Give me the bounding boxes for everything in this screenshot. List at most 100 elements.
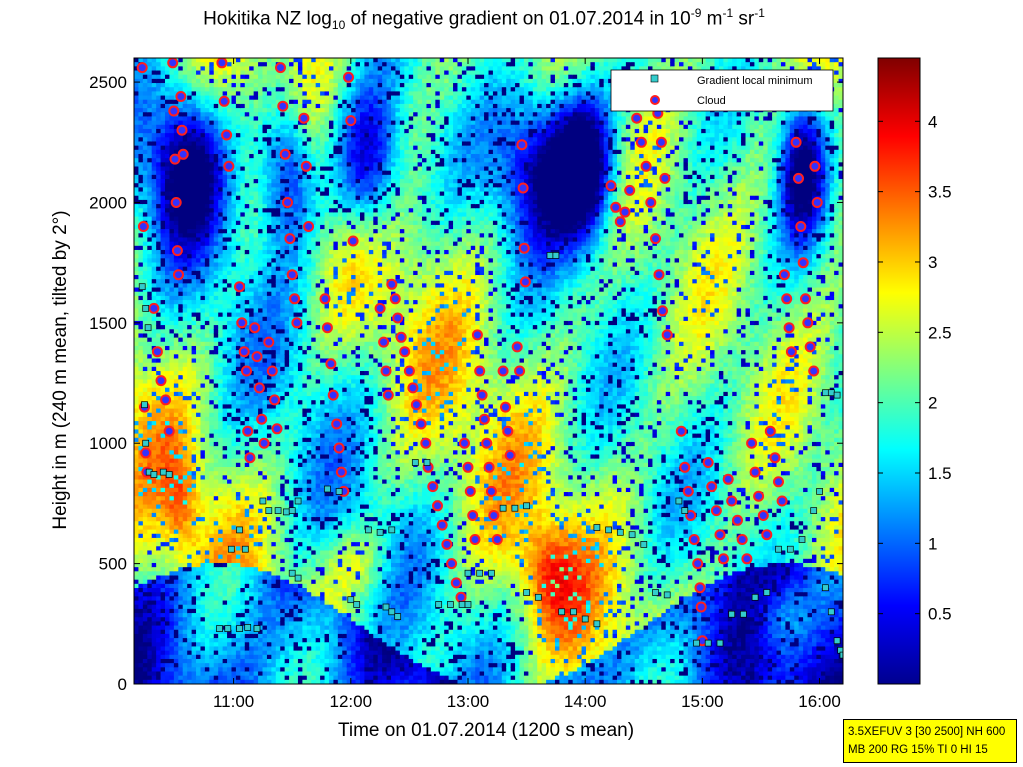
heatmap-cell (240, 675, 246, 681)
heatmap-cell (196, 329, 202, 335)
heatmap-cell (138, 533, 144, 539)
heatmap-cell (253, 475, 259, 481)
heatmap-cell (178, 237, 184, 243)
heatmap-cell (275, 638, 281, 643)
heatmap-cell (266, 492, 272, 497)
heatmap-cell (235, 191, 241, 197)
heatmap-cell (213, 650, 219, 656)
heatmap-cell (209, 537, 215, 543)
heatmap-cell (222, 667, 228, 673)
heatmap-cell (213, 658, 219, 664)
heatmap-cell (209, 58, 215, 63)
heatmap-cell (227, 588, 233, 593)
heatmap-cell (271, 579, 277, 585)
heatmap-cell (222, 466, 228, 472)
heatmap-cell (240, 137, 246, 143)
heatmap-cell (222, 337, 228, 343)
heatmap-cell (209, 304, 215, 309)
heatmap-cell (222, 638, 228, 643)
heatmap-cell (235, 379, 241, 385)
heatmap-cell (222, 316, 228, 322)
heatmap-cell (200, 312, 206, 318)
heatmap-cell (271, 504, 277, 510)
heatmap-cell (231, 325, 237, 330)
heatmap-cell (218, 483, 224, 489)
heatmap-cell (271, 650, 277, 656)
heatmap-cell (134, 120, 140, 126)
heatmap-cell (266, 675, 272, 681)
heatmap-cell (187, 621, 193, 627)
heatmap-cell (227, 208, 233, 214)
heatmap-cell (169, 396, 175, 401)
heatmap-cell (138, 638, 144, 643)
heatmap-cell (231, 421, 237, 426)
heatmap-cell (227, 667, 233, 673)
heatmap-cell (187, 646, 193, 652)
heatmap-cell (156, 517, 162, 522)
heatmap-cell (160, 596, 166, 602)
heatmap-cell (138, 300, 144, 305)
heatmap-cell (169, 575, 175, 581)
heatmap-cell (204, 671, 210, 677)
heatmap-cell (244, 554, 250, 560)
heatmap-cell (138, 500, 144, 506)
heatmap-cell (134, 475, 140, 481)
heatmap-cell (147, 191, 153, 197)
heatmap-cell (262, 654, 268, 660)
heatmap-cell (178, 421, 184, 426)
heatmap-cell (262, 533, 268, 539)
heatmap-cell (178, 99, 184, 105)
heatmap-cell (271, 224, 277, 230)
heatmap-cell (244, 575, 250, 581)
heatmap-cell (156, 333, 162, 339)
heatmap-cell (200, 187, 206, 193)
heatmap-cell (244, 396, 250, 401)
heatmap-cell (209, 629, 215, 635)
heatmap-cell (200, 650, 206, 656)
heatmap-cell (253, 408, 259, 414)
heatmap-cell (178, 312, 184, 318)
heatmap-cell (235, 120, 241, 126)
heatmap-cell (227, 404, 233, 410)
heatmap-cell (253, 300, 259, 305)
heatmap-cell (227, 212, 233, 218)
heatmap-cell (173, 99, 179, 105)
heatmap-cell (147, 621, 153, 627)
heatmap-cell (249, 487, 255, 493)
heatmap-cell (200, 124, 206, 130)
heatmap-cell (191, 546, 197, 552)
heatmap-cell (204, 625, 210, 631)
heatmap-cell (200, 183, 206, 188)
heatmap-cell (253, 362, 259, 368)
heatmap-cell (191, 638, 197, 643)
heatmap-cell (227, 304, 233, 309)
heatmap-cell (235, 433, 241, 439)
heatmap-cell (182, 462, 188, 468)
heatmap-cell (160, 633, 166, 639)
heatmap-cell (182, 291, 188, 297)
heatmap-cell (147, 245, 153, 251)
heatmap-cell (187, 375, 193, 380)
heatmap-cell (244, 617, 250, 622)
heatmap-cell (249, 558, 255, 564)
heatmap-cell (218, 312, 224, 318)
heatmap-cell (235, 325, 241, 330)
heatmap-cell (213, 466, 219, 472)
heatmap-cell (156, 133, 162, 138)
heatmap-cell (209, 237, 215, 243)
heatmap-cell (240, 74, 246, 80)
heatmap-cell (266, 658, 272, 664)
heatmap-cell (218, 462, 224, 468)
heatmap-cell (240, 466, 246, 472)
heatmap-cell (222, 604, 228, 610)
heatmap-cell (147, 266, 153, 272)
heatmap-cell (156, 396, 162, 401)
heatmap-cell (227, 187, 233, 193)
heatmap-cell (244, 116, 250, 122)
heatmap-cell (200, 450, 206, 456)
heatmap-cell (227, 596, 233, 602)
heatmap-cell (191, 350, 197, 355)
heatmap-cell (187, 525, 193, 531)
heatmap-cell (178, 554, 184, 560)
heatmap-cell (275, 371, 281, 376)
